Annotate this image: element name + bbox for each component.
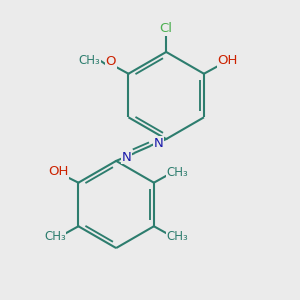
Text: CH₃: CH₃ bbox=[79, 54, 101, 67]
Text: CH₃: CH₃ bbox=[167, 166, 188, 179]
Text: CH₃: CH₃ bbox=[44, 230, 66, 243]
Text: OH: OH bbox=[48, 165, 69, 178]
Text: N: N bbox=[122, 151, 131, 164]
Text: OH: OH bbox=[217, 54, 238, 67]
Text: Cl: Cl bbox=[160, 22, 173, 35]
Text: N: N bbox=[154, 137, 164, 150]
Text: CH₃: CH₃ bbox=[167, 230, 188, 243]
Text: O: O bbox=[106, 55, 116, 68]
